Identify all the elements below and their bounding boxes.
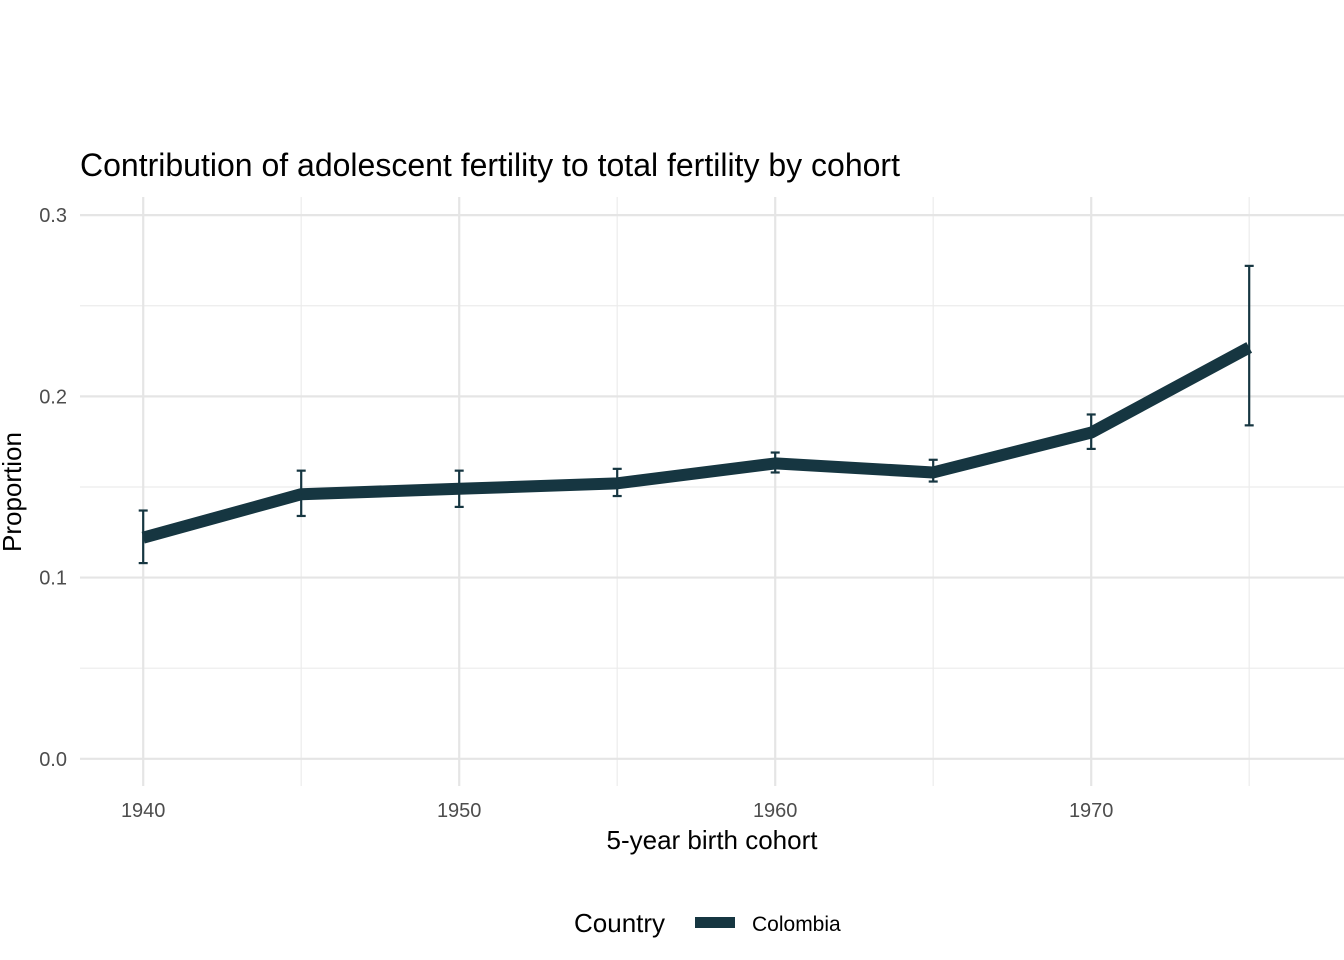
y-axis-title: Proportion [0, 432, 27, 552]
x-tick-label: 1950 [437, 800, 482, 822]
series-line [141, 342, 1253, 544]
data-point [616, 482, 618, 484]
series-layer [138, 264, 1254, 565]
x-tick-label: 1970 [1069, 800, 1114, 822]
data-point [300, 493, 302, 495]
data-point [932, 471, 934, 473]
legend-label-colombia: Colombia [752, 913, 841, 936]
x-tick-label: 1940 [121, 800, 166, 822]
error-bar [1244, 264, 1254, 427]
chart-title: Contribution of adolescent fertility to … [80, 147, 900, 183]
x-axis-title: 5-year birth cohort [607, 825, 819, 855]
data-point [774, 462, 776, 464]
y-tick-label: 0.2 [39, 386, 67, 408]
series-colombia [138, 264, 1254, 565]
gridlines [80, 197, 1344, 786]
y-tick-label: 0.3 [39, 205, 67, 227]
data-point [458, 488, 460, 490]
x-axis-tick-labels: 1940 1950 1960 1970 [121, 800, 1113, 822]
data-point [1090, 432, 1092, 434]
y-tick-label: 0.0 [39, 749, 67, 771]
x-tick-label: 1960 [753, 800, 798, 822]
y-tick-label: 0.1 [39, 568, 67, 590]
data-point [1248, 346, 1250, 348]
legend-key-colombia [695, 917, 735, 928]
legend-title: Country [574, 908, 665, 938]
legend: Country Colombia [574, 908, 841, 938]
y-axis-tick-labels: 0.0 0.1 0.2 0.3 [39, 205, 67, 771]
data-point [142, 537, 144, 539]
